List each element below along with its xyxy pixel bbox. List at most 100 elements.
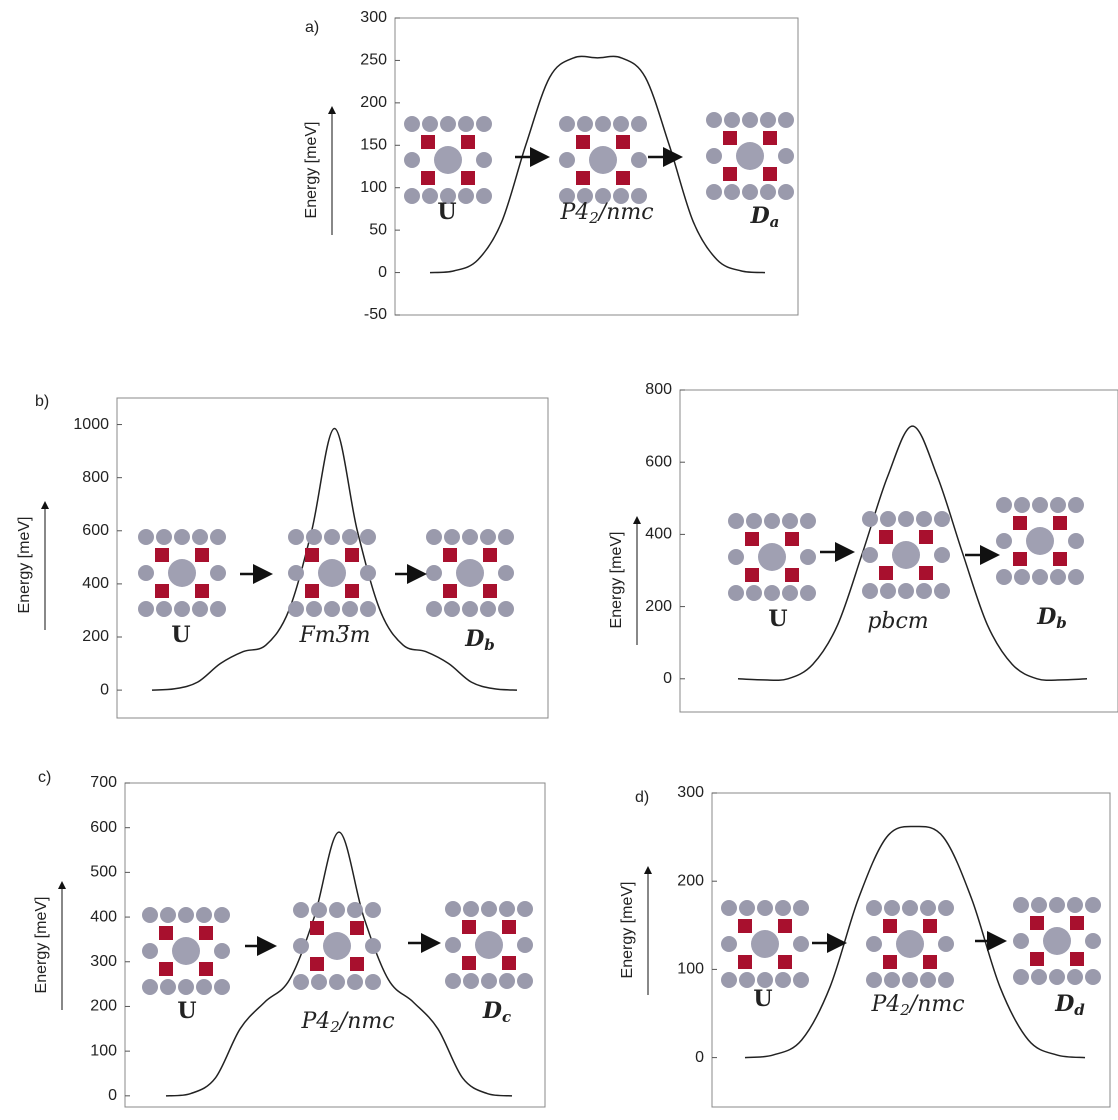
atom-grey [306, 601, 322, 617]
y-tick-label: 100 [677, 961, 704, 978]
structure-label-text: P4 [559, 200, 589, 225]
atom-grey [404, 152, 420, 168]
atom-grey [1049, 897, 1065, 913]
atom-grey [866, 900, 882, 916]
structure-icon [138, 529, 226, 617]
atom-grey [214, 943, 230, 959]
atom-center [172, 937, 200, 965]
y-tick-label: 300 [90, 953, 117, 970]
atom-red [738, 955, 752, 969]
atom-grey [481, 901, 497, 917]
atom-grey [1067, 897, 1083, 913]
atom-grey [742, 184, 758, 200]
atom-red [785, 568, 799, 582]
structure-label-text: P4 [870, 992, 900, 1017]
atom-red [763, 131, 777, 145]
atom-red [763, 167, 777, 181]
atom-red [159, 962, 173, 976]
atom-grey [360, 601, 376, 617]
panel-label: d) [635, 789, 649, 806]
atom-red [778, 919, 792, 933]
atom-red [195, 584, 209, 598]
atom-grey [996, 533, 1012, 549]
atom-red [1053, 516, 1067, 530]
atom-grey [174, 601, 190, 617]
y-tick-label: 600 [82, 522, 109, 539]
atom-grey [445, 973, 461, 989]
structure-label-text: Fm3̅m [299, 623, 371, 648]
atom-grey [288, 529, 304, 545]
atom-red [462, 956, 476, 970]
structure-label-rest: /nmc [338, 1009, 395, 1034]
y-tick-label: 1000 [73, 416, 109, 433]
atom-grey [1032, 497, 1048, 513]
atom-grey [445, 937, 461, 953]
y-tick-label: 400 [645, 526, 672, 543]
atom-grey [192, 601, 208, 617]
atom-grey [517, 901, 533, 917]
atom-grey [764, 513, 780, 529]
structure-label-text: D [1054, 991, 1074, 1017]
atom-grey [793, 900, 809, 916]
atom-grey [498, 601, 514, 617]
atom-grey [1013, 933, 1029, 949]
atom-red [195, 548, 209, 562]
atom-red [443, 584, 457, 598]
atom-grey [480, 529, 496, 545]
structure-label: P42/nmc [300, 1009, 394, 1036]
atom-grey [156, 601, 172, 617]
structure-icon [445, 901, 533, 989]
structure-label: U [171, 622, 190, 648]
atom-grey [347, 974, 363, 990]
structure-label-sub: 2 [899, 1001, 910, 1019]
panel-label: b) [35, 393, 49, 410]
structure-label: Db [464, 626, 495, 654]
atom-red [923, 955, 937, 969]
atom-grey [1068, 569, 1084, 585]
atom-red [723, 131, 737, 145]
atom-red [350, 957, 364, 971]
atom-red [879, 530, 893, 544]
atom-grey [1014, 569, 1030, 585]
structure-label-sub: c [502, 1008, 511, 1026]
atom-grey [293, 938, 309, 954]
atom-red [310, 921, 324, 935]
structure-label-sub: b [484, 636, 495, 654]
atom-grey [934, 583, 950, 599]
structure-icon [426, 529, 514, 617]
y-tick-label: 600 [645, 453, 672, 470]
structure-icon [559, 116, 647, 204]
atom-grey [1014, 497, 1030, 513]
structure-icon [293, 902, 381, 990]
structure-icon [728, 513, 816, 601]
y-axis-label: Energy [meV] [303, 122, 320, 219]
atom-grey [760, 112, 776, 128]
atom-grey [311, 902, 327, 918]
atom-grey [880, 511, 896, 527]
atom-grey [721, 972, 737, 988]
atom-grey [360, 529, 376, 545]
atom-grey [481, 973, 497, 989]
y-axis-label: Energy [meV] [16, 517, 33, 614]
atom-grey [866, 972, 882, 988]
structure-label-text: P4 [300, 1009, 330, 1034]
atom-grey [938, 936, 954, 952]
atom-red [616, 171, 630, 185]
structure-label-sub: 2 [329, 1018, 340, 1036]
atom-red [199, 962, 213, 976]
atom-grey [462, 601, 478, 617]
structure-label: Db [1036, 604, 1067, 632]
y-tick-label: 100 [360, 179, 387, 196]
atom-red [159, 926, 173, 940]
atom-grey [595, 116, 611, 132]
atom-grey [498, 529, 514, 545]
atom-grey [916, 511, 932, 527]
atom-grey [631, 116, 647, 132]
y-tick-label: 500 [90, 864, 117, 881]
structure-label-text: D [464, 626, 484, 652]
atom-grey [1049, 969, 1065, 985]
atom-grey [862, 511, 878, 527]
atom-center [758, 543, 786, 571]
atom-red [1070, 952, 1084, 966]
atom-grey [458, 188, 474, 204]
